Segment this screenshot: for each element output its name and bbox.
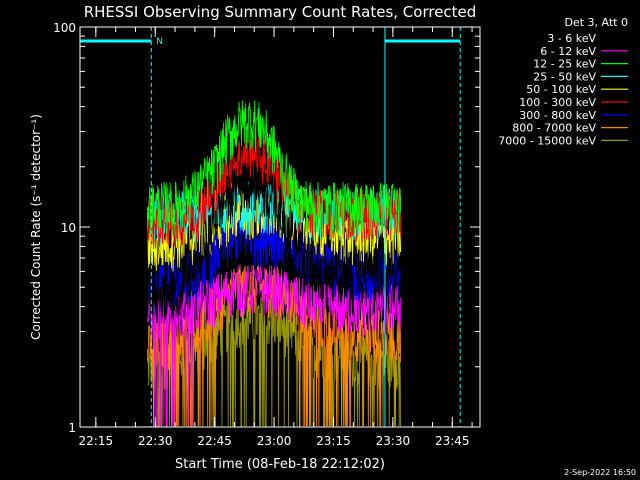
x-tick-label: 23:45 bbox=[435, 434, 470, 448]
series-trace-1 bbox=[146, 159, 402, 318]
legend-label-3: 12 - 25 keV bbox=[533, 58, 596, 71]
trace-layer bbox=[146, 100, 402, 427]
axes-layer: 1 10 100 22:15 22:30 22:45 23:00 23:15 23:30 23:4… bbox=[53, 21, 481, 448]
x-tick-label: 23:00 bbox=[257, 434, 292, 448]
y-tick-label: 100 bbox=[53, 21, 76, 35]
legend-label-4: 25 - 50 keV bbox=[533, 70, 596, 83]
legend-header: Det 3, Att 0 bbox=[565, 16, 629, 29]
x-tick-label: 22:30 bbox=[138, 434, 173, 448]
legend-label-8: 800 - 7000 keV bbox=[512, 122, 596, 135]
legend-label-1: 3 - 6 keV bbox=[547, 32, 596, 45]
y-tick-label: 1 bbox=[68, 421, 76, 435]
y-axis-label: Corrected Count Rate (s⁻¹ detector⁻¹) bbox=[29, 114, 43, 340]
footer-timestamp: 2-Sep-2022 16:50 bbox=[564, 468, 636, 477]
flag-layer: N bbox=[79, 27, 461, 427]
x-tick-label: 22:45 bbox=[197, 434, 232, 448]
x-tick-label: 23:15 bbox=[316, 434, 351, 448]
x-tick-label: 22:15 bbox=[79, 434, 114, 448]
legend-label-5: 50 - 100 keV bbox=[526, 83, 596, 96]
x-axis-label: Start Time (08-Feb-18 22:12:02) bbox=[175, 457, 385, 472]
legend-label-9: 7000 - 15000 keV bbox=[498, 134, 596, 147]
legend-label-6: 100 - 300 keV bbox=[519, 96, 596, 109]
series-trace-5 bbox=[146, 188, 402, 272]
legend-label-7: 300 - 800 keV bbox=[519, 109, 596, 122]
flag-label: N bbox=[156, 37, 163, 47]
series-trace-3 bbox=[146, 100, 402, 235]
y-tick-label: 10 bbox=[61, 221, 76, 235]
legend-label-2: 6 - 12 keV bbox=[540, 45, 596, 58]
x-tick-label: 23:30 bbox=[376, 434, 411, 448]
chart-title: RHESSI Observing Summary Count Rates, Co… bbox=[84, 3, 477, 21]
